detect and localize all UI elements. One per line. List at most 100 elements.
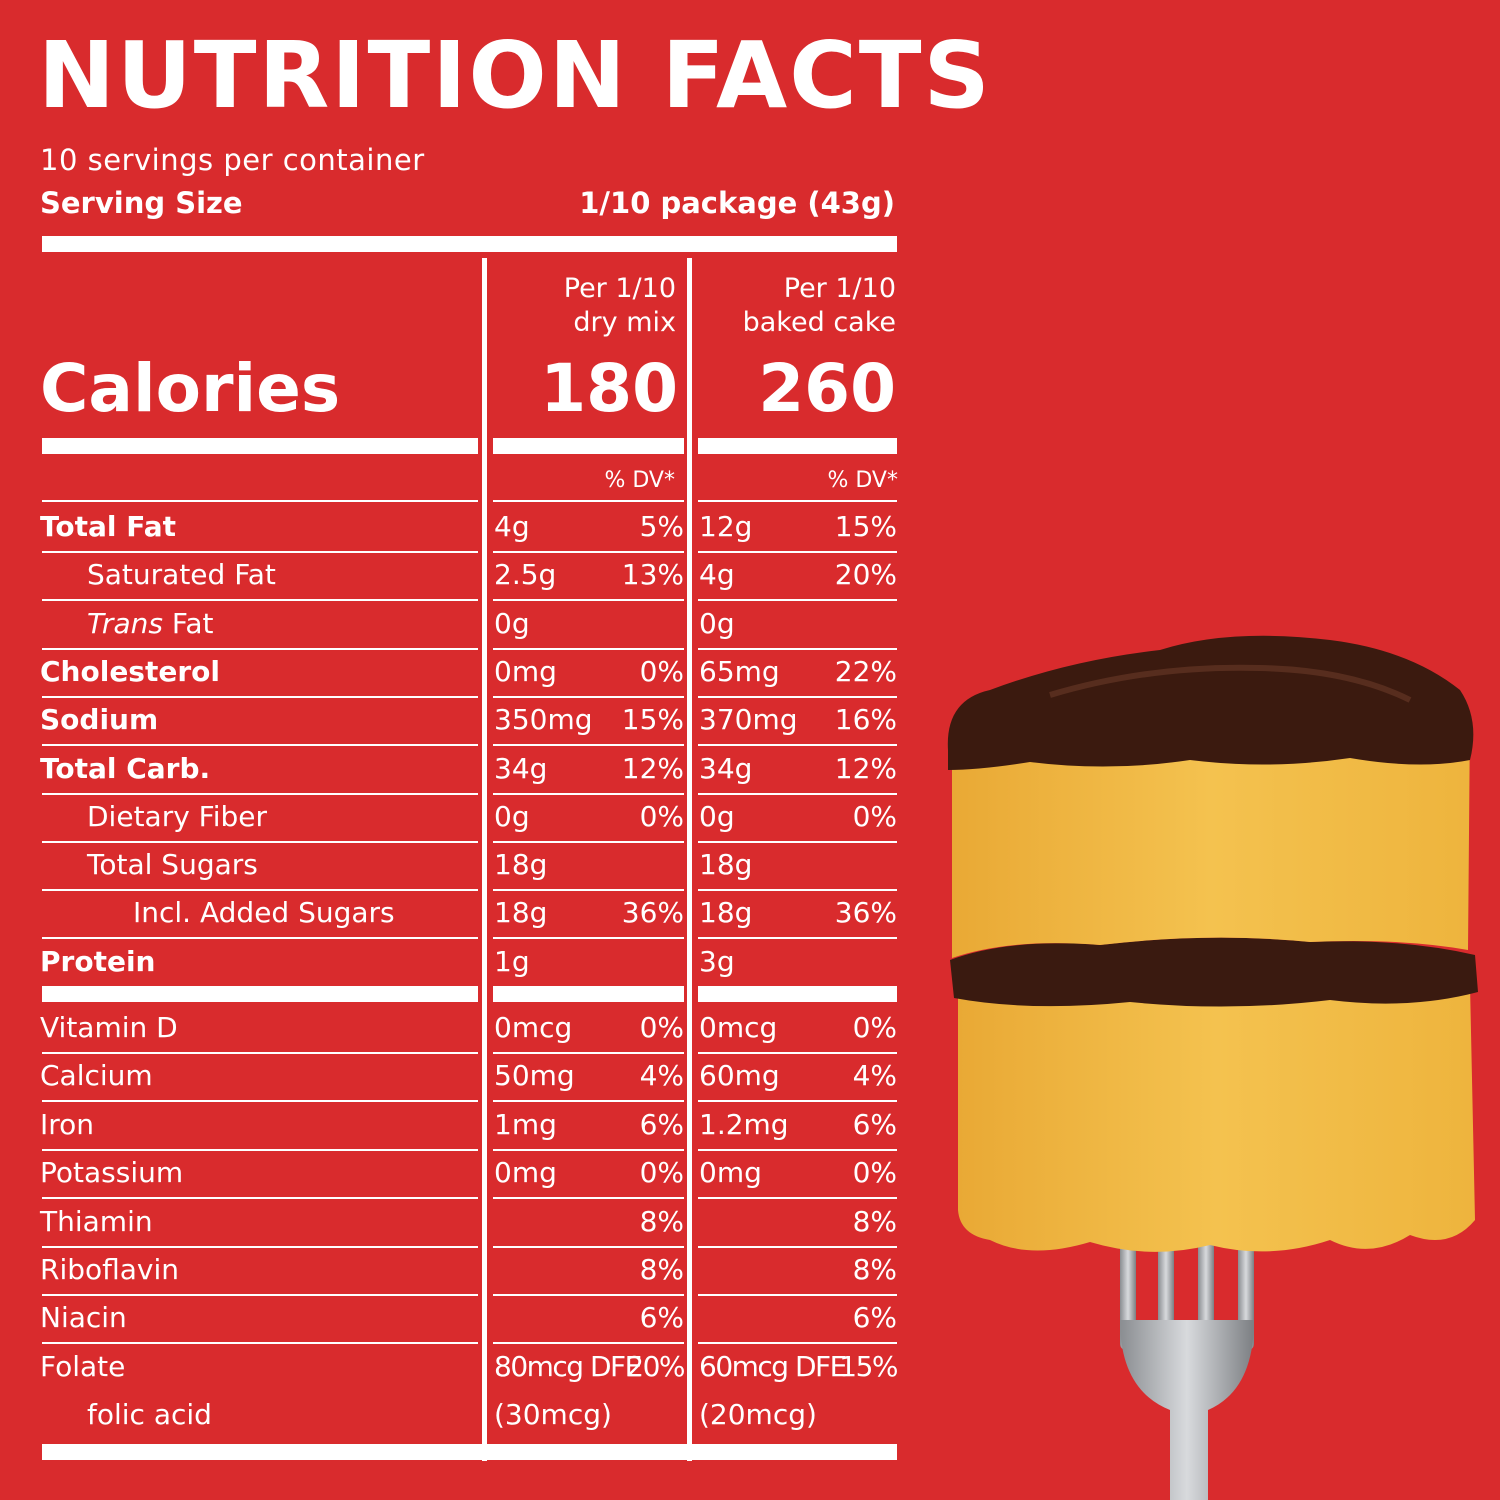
- dry-amt-cell: (30mcg): [494, 1398, 612, 1432]
- dry-amt-cell: 18g: [494, 896, 548, 930]
- baked-amt-cell: 60mcg DFE: [699, 1349, 847, 1383]
- calories-label: Calories: [40, 350, 341, 427]
- dry-dv-cell: 8%: [639, 1204, 684, 1238]
- baked-dv-cell: 6%: [852, 1301, 897, 1335]
- thick-rule-calories-label: [42, 438, 478, 454]
- dry-amt-cell: 1g: [494, 944, 530, 978]
- row-divider: [493, 551, 684, 553]
- baked-cake-header: Per 1/10 baked cake: [697, 272, 896, 340]
- row-divider: [698, 1197, 897, 1200]
- dry-dv-cell: 5%: [639, 510, 684, 543]
- dry-dv-cell: 0%: [639, 799, 684, 833]
- dry-amt-cell: 50mg: [494, 1059, 575, 1093]
- dry-dv-cell: 15%: [621, 703, 684, 737]
- nutrient-name: Sodium: [40, 703, 158, 736]
- row-divider: [493, 889, 684, 892]
- thick-rule-calories-dry: [493, 438, 684, 454]
- row-divider: [698, 1245, 897, 1248]
- row-divider: [493, 647, 684, 650]
- dry-dv-cell: 4%: [639, 1059, 684, 1093]
- baked-dv-cell: 6%: [852, 1107, 897, 1141]
- nutrient-name: Total Sugars: [87, 848, 258, 881]
- table-row: Total Sugars 18g 18g: [0, 842, 900, 890]
- nutrient-name-italic: Trans: [87, 606, 163, 640]
- column-divider-right: [687, 258, 692, 1461]
- row-divider: [698, 840, 897, 843]
- baked-dv-cell: 20%: [834, 558, 897, 592]
- table-row: Cholesterol 0mg 0% 65mg 22%: [0, 649, 900, 697]
- dry-amt-cell: 0mcg: [494, 1011, 573, 1044]
- baked-amt-cell: 1.2mg: [699, 1107, 789, 1141]
- table-row: Potassium 0mg 0% 0mg 0%: [0, 1150, 900, 1198]
- dry-dv-cell: 0%: [639, 654, 684, 688]
- row-divider: [493, 744, 684, 747]
- fork-icon: [1120, 1230, 1254, 1500]
- row-divider: [698, 937, 897, 940]
- table-row: Total Carb. 34g 12% 34g 12%: [0, 746, 900, 794]
- row-divider: [698, 792, 897, 795]
- table-row: Folate 80mcg DFE 20% 60mcg DFE 15%: [0, 1344, 900, 1392]
- row-divider: [493, 1052, 684, 1054]
- row-divider: [493, 840, 684, 843]
- row-divider: [698, 647, 897, 650]
- row-divider: [493, 792, 684, 795]
- row-divider: [698, 599, 897, 602]
- nutrient-name: Saturated Fat: [87, 558, 276, 591]
- nutrient-name-text: Total Carb.: [40, 751, 211, 785]
- nutrient-name-text: Incl. Added Sugars: [133, 896, 395, 930]
- baked-amt-cell: 370mg: [699, 703, 798, 737]
- baked-dv-header: % DV*: [827, 468, 898, 493]
- dry-dv-cell: 13%: [621, 558, 684, 592]
- row-divider: [493, 695, 684, 698]
- baked-dv-cell: 4%: [852, 1059, 897, 1093]
- dry-amt-cell: 4g: [494, 510, 530, 543]
- dry-amt-cell: 80mcg DFE: [494, 1349, 642, 1383]
- nutrient-name-text: folic acid: [87, 1398, 212, 1432]
- row-divider: [698, 1052, 897, 1054]
- nutrient-name-text: Saturated Fat: [87, 558, 276, 592]
- servings-per-container: 10 servings per container: [40, 143, 425, 177]
- row-divider: [698, 889, 897, 892]
- nutrient-name: Dietary Fiber: [87, 800, 267, 833]
- row-divider: [42, 647, 478, 650]
- baked-dv-cell: 16%: [834, 703, 897, 737]
- thick-rule-protein: [493, 986, 684, 1002]
- baked-amt-cell: 18g: [699, 848, 753, 882]
- row-divider: [42, 1148, 478, 1151]
- dry-amt-cell: 0g: [494, 606, 530, 640]
- nutrient-name: Total Fat: [40, 510, 176, 543]
- row-divider: [698, 1148, 897, 1151]
- row-divider: [42, 840, 478, 843]
- nutrient-name: Protein: [40, 945, 155, 978]
- dry-amt-cell: 350mg: [494, 703, 593, 737]
- baked-amt-cell: 0mcg: [699, 1011, 778, 1044]
- nutrient-name-text: Total Fat: [40, 510, 177, 543]
- dry-mix-header: Per 1/10 dry mix: [492, 272, 676, 340]
- row-divider: [493, 1245, 684, 1248]
- baked-amt-cell: 60mg: [699, 1059, 780, 1093]
- table-row: Incl. Added Sugars 18g 36% 18g 36%: [0, 890, 900, 938]
- thick-rule-bottom: [42, 1444, 897, 1460]
- row-divider: [42, 937, 478, 940]
- table-row: Thiamin 8% 8%: [0, 1199, 900, 1247]
- table-row: Riboflavin 8% 8%: [0, 1247, 900, 1295]
- row-divider: [42, 695, 478, 698]
- dry-amt-cell: 18g: [494, 848, 548, 882]
- row-divider: [42, 500, 478, 502]
- baked-amt-cell: 34g: [699, 751, 753, 785]
- row-divider: [493, 1100, 684, 1103]
- nutrient-name-text: Sodium: [40, 703, 159, 737]
- nutrient-name: Trans Fat: [87, 607, 214, 640]
- baked-dv-cell: 8%: [852, 1204, 897, 1238]
- table-row: Total Fat 4g 5% 12g 15%: [0, 504, 900, 552]
- row-divider: [493, 937, 684, 940]
- row-divider: [42, 551, 478, 553]
- dry-mix-calories: 180: [540, 350, 678, 427]
- baked-dv-cell: 15%: [839, 1349, 898, 1383]
- dry-dv-cell: 36%: [621, 896, 684, 930]
- dry-amt-cell: 34g: [494, 751, 548, 785]
- nutrient-name-text: Iron: [40, 1107, 95, 1141]
- row-divider: [698, 1294, 897, 1296]
- row-divider: [493, 1342, 684, 1345]
- baked-amt-cell: 0g: [699, 799, 735, 833]
